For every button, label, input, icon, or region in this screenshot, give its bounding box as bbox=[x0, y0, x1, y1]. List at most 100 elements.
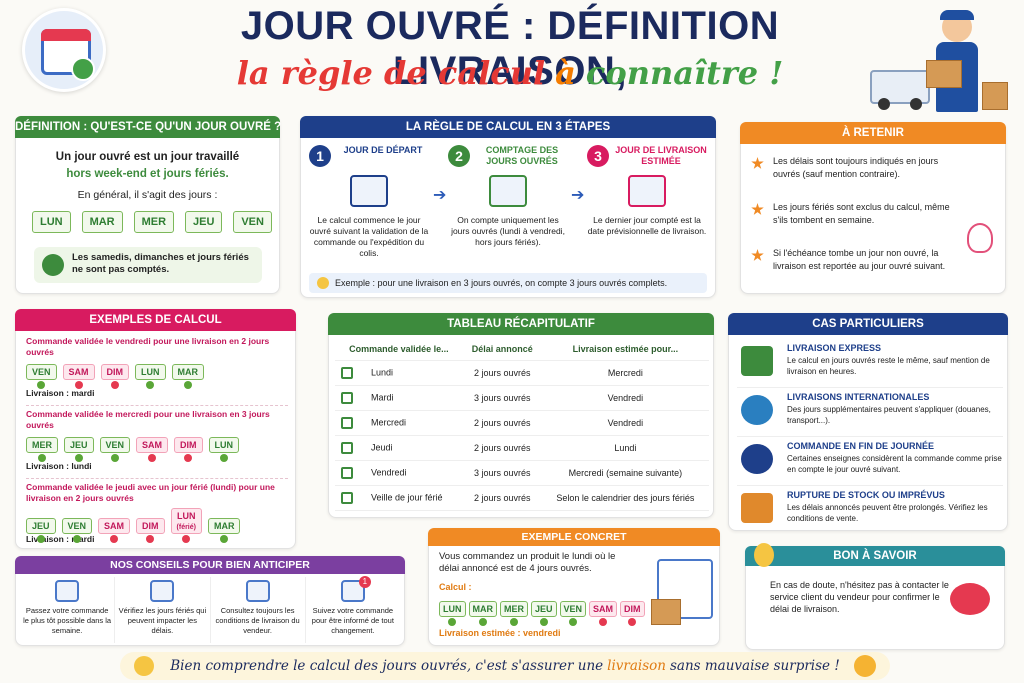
title: JOUR OUVRÉ : DÉFINITION LIVRAISON, bbox=[240, 4, 780, 93]
cell-text: Lundi bbox=[614, 442, 637, 453]
tips-row: Passez votre commande le plus tôt possib… bbox=[20, 576, 400, 643]
day-chip: LUN (férié) bbox=[170, 508, 202, 543]
definition-text: Un jour ouvré est un jour travaillé hors… bbox=[26, 149, 269, 183]
day-chip: JEU bbox=[531, 601, 557, 626]
cell-text: Lundi bbox=[371, 366, 394, 377]
excluded-mark bbox=[146, 535, 155, 543]
excluded-mark bbox=[599, 618, 608, 626]
day-chip: LUN bbox=[439, 601, 466, 626]
table-cell: 3 jours ouvrés bbox=[462, 460, 542, 486]
table-cell: Lundi bbox=[335, 360, 463, 386]
excluded-mark bbox=[182, 535, 191, 543]
table-cell: Mercredi (semaine suivante) bbox=[541, 460, 709, 486]
day-label: LUN bbox=[443, 604, 462, 614]
table-cell: 2 jours ouvrés bbox=[462, 485, 542, 511]
footer-part: sans mauvaise surprise ! bbox=[669, 658, 840, 674]
step-text: Le dernier jour compté est la date prévi… bbox=[587, 215, 707, 236]
table-wrap: Commande validée le... Délai annoncé Livra… bbox=[335, 338, 709, 511]
retenir-item: Les délais sont toujours indiqués en jou… bbox=[751, 155, 951, 201]
panel-title: LA RÈGLE DE CALCUL EN 3 ÉTAPES bbox=[300, 116, 716, 138]
example-result: Livraison : mardi bbox=[26, 534, 95, 544]
excluded-mark bbox=[184, 454, 193, 462]
day-chip: LUN bbox=[135, 364, 166, 389]
retenir-text: Les délais sont toujours indiqués en jou… bbox=[773, 156, 939, 179]
day-label: MAR bbox=[213, 521, 235, 531]
table-cell: Mardi bbox=[335, 385, 463, 411]
case-icon bbox=[741, 493, 773, 523]
table-row: Jeudi 2 jours ouvrés Lundi bbox=[335, 435, 709, 461]
day-label: MER bbox=[504, 604, 524, 614]
step: 2 COMPTAGE DES JOURS OUVRÉS On compte uniq… bbox=[444, 143, 572, 263]
excluded-mark bbox=[110, 381, 119, 389]
day-label: VEN bbox=[67, 521, 87, 531]
retenir-panel: À RETENIR Les délais sont toujours indiq… bbox=[740, 122, 1006, 294]
panel-title: NOS CONSEILS POUR BIEN ANTICIPER bbox=[15, 556, 405, 574]
tip: 1 Suivez votre commande pour être informé… bbox=[306, 576, 400, 643]
counted-mark bbox=[448, 618, 457, 626]
case-text: Des jours supplémentaires peuvent s'appl… bbox=[787, 405, 991, 425]
day-chip: MAR bbox=[81, 211, 123, 233]
tip-icon: 1 bbox=[340, 576, 371, 602]
table-panel: TABLEAU RÉCAPITULATIF Commande validée l… bbox=[328, 313, 714, 518]
panel-title: À RETENIR bbox=[740, 122, 1006, 144]
example-result: Livraison : mardi bbox=[26, 388, 95, 398]
subtitle: la règle de calcul à connaître ! bbox=[200, 54, 820, 92]
table-cell: 3 jours ouvrés bbox=[462, 385, 542, 411]
counted-mark bbox=[38, 454, 46, 462]
tip: Vérifiez les jours fériés qui peuvent im… bbox=[115, 577, 211, 643]
delivery-illustration bbox=[870, 10, 1010, 115]
example-result: Livraison : lundi bbox=[26, 461, 92, 471]
case-title: RUPTURE DE STOCK OU IMPRÉVUS bbox=[787, 490, 945, 500]
cell-text: 2 jours ouvrés bbox=[473, 442, 531, 453]
day-chip: SAM bbox=[98, 518, 131, 543]
retenir-text: Si l'échéance tombe un jour non ouvré, l… bbox=[773, 248, 946, 271]
day-chip: MER bbox=[500, 601, 528, 626]
tip-icon bbox=[245, 580, 270, 602]
thumb-icon bbox=[854, 655, 876, 677]
example-heading: Commande validée le jeudi avec un jour f… bbox=[26, 482, 275, 503]
example: Commande validée le jeudi avec un jour f… bbox=[26, 482, 288, 552]
day-chip: VEN bbox=[99, 437, 131, 462]
bulb-icon bbox=[754, 543, 774, 567]
note-box: Les samedis, dimanches et jours fériés n… bbox=[34, 247, 262, 283]
excluded-mark bbox=[74, 381, 83, 389]
day-chip: SAM bbox=[62, 364, 95, 389]
day-chip: MAR bbox=[468, 601, 497, 626]
excluded-mark bbox=[110, 535, 119, 543]
day-chip: VEN bbox=[559, 601, 587, 626]
case-title: LIVRAISON EXPRESS bbox=[787, 343, 882, 353]
case-icon bbox=[741, 395, 773, 425]
step-text: Le calcul commence le jour ouvré suivant… bbox=[309, 215, 429, 258]
table-header: Commande validée le... Délai annoncé Livra… bbox=[335, 338, 709, 361]
tip-text: Vérifiez les jours fériés qui peuvent im… bbox=[118, 606, 207, 635]
definition-panel: DÉFINITION : QU'EST-CE QU'UN JOUR OUVRÉ … bbox=[15, 116, 281, 294]
excluded-mark bbox=[148, 454, 157, 462]
step-icon bbox=[628, 175, 666, 207]
arrow: ➔ bbox=[433, 187, 447, 204]
arrow: ➔ bbox=[571, 187, 585, 204]
case-icon bbox=[741, 346, 773, 376]
step-title: COMPTAGE DES JOURS OUVRÉS bbox=[485, 145, 559, 166]
cell-text: 2 jours ouvrés bbox=[473, 417, 531, 428]
tip-icon bbox=[55, 580, 80, 602]
counted-mark bbox=[74, 454, 83, 462]
day-label: LUN bbox=[214, 440, 234, 450]
counted-mark bbox=[72, 535, 81, 543]
table-row: Lundi 2 jours ouvrés Mercredi bbox=[335, 360, 709, 386]
counted-mark bbox=[36, 535, 45, 543]
text: En cas de doute, n'hésitez pas à contact… bbox=[770, 580, 949, 614]
days-row: MER JEU VEN SAM DIM LUN bbox=[26, 435, 288, 462]
row-icon bbox=[341, 391, 353, 404]
table-row: Veille de jour férié 2 jours ouvrés Selon … bbox=[335, 485, 709, 511]
excluded-mark bbox=[628, 618, 637, 626]
day-label: JEU bbox=[70, 440, 88, 450]
step-icon bbox=[350, 175, 388, 207]
text: Vous commandez un produit le lundi où le… bbox=[439, 551, 616, 574]
day-chip: DIM bbox=[620, 601, 645, 626]
row-icon bbox=[341, 416, 353, 429]
day-chip: MAR bbox=[207, 518, 241, 543]
text: Un jour ouvré est un jour travaillé bbox=[55, 151, 240, 163]
day-label: VEN bbox=[105, 440, 125, 450]
panel-title: EXEMPLE CONCRET bbox=[428, 528, 720, 546]
day-chip: SAM bbox=[589, 601, 618, 626]
